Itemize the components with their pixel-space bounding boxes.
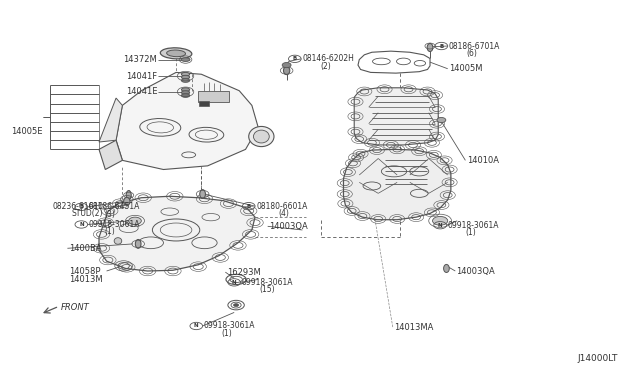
Text: B: B bbox=[246, 203, 251, 209]
Ellipse shape bbox=[166, 50, 186, 57]
Text: 08180-6601A: 08180-6601A bbox=[256, 202, 308, 211]
Circle shape bbox=[433, 217, 448, 225]
Bar bbox=[200, 101, 209, 106]
Text: 09918-3061A: 09918-3061A bbox=[204, 321, 255, 330]
Polygon shape bbox=[99, 140, 122, 170]
Ellipse shape bbox=[181, 58, 190, 61]
Ellipse shape bbox=[182, 73, 189, 76]
Text: N: N bbox=[438, 223, 442, 228]
Polygon shape bbox=[99, 196, 255, 271]
Text: 14005E: 14005E bbox=[11, 126, 42, 135]
Ellipse shape bbox=[114, 238, 122, 244]
Ellipse shape bbox=[249, 126, 274, 147]
Text: N: N bbox=[79, 222, 84, 227]
Text: (3): (3) bbox=[105, 210, 116, 219]
Ellipse shape bbox=[182, 94, 189, 97]
Text: 14058P: 14058P bbox=[68, 266, 100, 276]
Ellipse shape bbox=[427, 44, 433, 51]
Text: 14041E: 14041E bbox=[125, 87, 157, 96]
Text: B: B bbox=[79, 204, 83, 209]
Text: 09918-3061A: 09918-3061A bbox=[242, 278, 293, 287]
Text: B: B bbox=[439, 44, 444, 48]
Text: 08186-6451A: 08186-6451A bbox=[89, 202, 140, 211]
Text: (1): (1) bbox=[221, 329, 232, 338]
Circle shape bbox=[234, 304, 239, 307]
Text: 14010A: 14010A bbox=[467, 156, 499, 165]
Text: (4): (4) bbox=[278, 209, 289, 218]
Text: 09918-3061A: 09918-3061A bbox=[89, 220, 140, 229]
Ellipse shape bbox=[200, 190, 205, 198]
Text: (1): (1) bbox=[465, 228, 476, 237]
Ellipse shape bbox=[182, 88, 189, 92]
Text: N: N bbox=[194, 324, 198, 328]
Text: (15): (15) bbox=[259, 285, 275, 294]
Text: 14003QA: 14003QA bbox=[456, 266, 495, 276]
Text: B: B bbox=[292, 56, 297, 61]
Ellipse shape bbox=[124, 198, 130, 205]
Ellipse shape bbox=[126, 190, 131, 200]
Text: (1): (1) bbox=[105, 227, 115, 236]
Text: STUD(2): STUD(2) bbox=[72, 209, 104, 218]
Text: 09918-3061A: 09918-3061A bbox=[448, 221, 499, 230]
Text: 1400BA: 1400BA bbox=[68, 244, 101, 253]
Polygon shape bbox=[354, 88, 438, 145]
Circle shape bbox=[129, 217, 141, 224]
Text: 08236-61610: 08236-61610 bbox=[52, 202, 104, 211]
Polygon shape bbox=[344, 149, 451, 220]
Text: (6): (6) bbox=[467, 49, 477, 58]
Text: J14000LT: J14000LT bbox=[578, 355, 618, 363]
Text: 14041F: 14041F bbox=[126, 71, 157, 81]
Text: 08146-6202H: 08146-6202H bbox=[303, 54, 355, 63]
Text: 14013MA: 14013MA bbox=[394, 323, 433, 331]
Circle shape bbox=[437, 118, 446, 123]
Ellipse shape bbox=[182, 76, 189, 79]
Ellipse shape bbox=[444, 264, 449, 272]
Text: 14013M: 14013M bbox=[68, 275, 102, 284]
Text: 14372M: 14372M bbox=[124, 55, 157, 64]
Bar bbox=[198, 91, 228, 102]
Text: 16293M: 16293M bbox=[227, 267, 260, 277]
Text: 14005M: 14005M bbox=[449, 64, 483, 73]
Circle shape bbox=[282, 62, 291, 68]
Ellipse shape bbox=[253, 130, 269, 143]
Text: FRONT: FRONT bbox=[61, 303, 90, 312]
Text: (2): (2) bbox=[320, 62, 331, 71]
Ellipse shape bbox=[135, 240, 141, 248]
Text: 14003QA: 14003QA bbox=[269, 222, 308, 231]
Text: 08186-6701A: 08186-6701A bbox=[449, 42, 500, 51]
Polygon shape bbox=[116, 73, 258, 170]
Polygon shape bbox=[99, 98, 122, 142]
Text: N: N bbox=[232, 280, 237, 285]
Ellipse shape bbox=[284, 67, 290, 75]
Ellipse shape bbox=[182, 78, 189, 82]
Ellipse shape bbox=[160, 48, 192, 59]
Ellipse shape bbox=[182, 91, 189, 94]
